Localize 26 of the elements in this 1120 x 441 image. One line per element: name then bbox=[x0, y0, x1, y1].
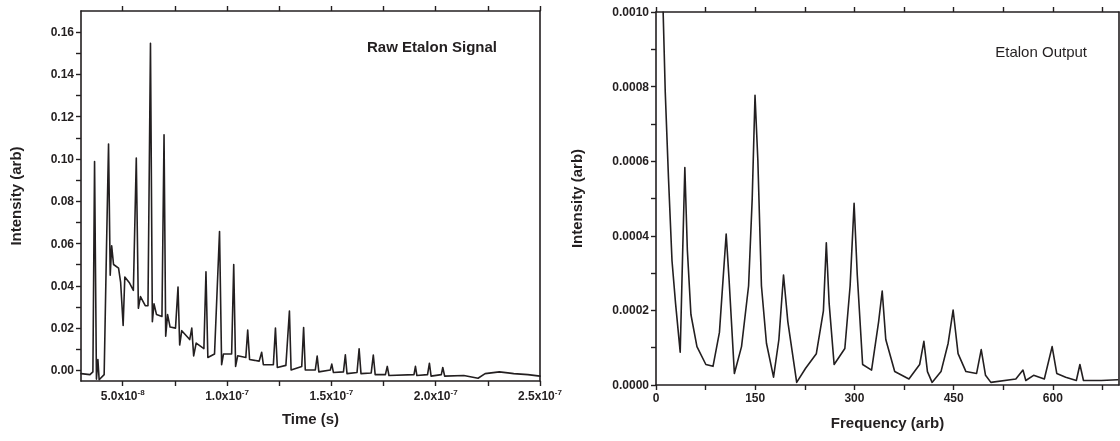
annotation: Etalon Output bbox=[995, 42, 1088, 60]
y-axis-title: Intensity (arb) bbox=[568, 148, 585, 249]
x-tick-label: 450 bbox=[943, 391, 964, 405]
y-tick-label: 0.16 bbox=[50, 25, 75, 40]
x-axis-title: Frequency (arb) bbox=[830, 414, 945, 431]
x-tick-label: 300 bbox=[844, 391, 865, 405]
y-tick-label: 0.10 bbox=[50, 152, 75, 166]
y-axis-title: Intensity (arb) bbox=[7, 146, 24, 246]
y-tick-label: 0.0004 bbox=[612, 228, 650, 243]
y-tick-label: 0.0010 bbox=[612, 5, 650, 19]
y-tick-label: 0.06 bbox=[50, 236, 75, 251]
x-tick-label: 0 bbox=[652, 391, 660, 405]
y-tick-label: 0.0000 bbox=[612, 378, 650, 392]
y-tick-label: 0.08 bbox=[50, 194, 75, 209]
x-axis-title: Time (s) bbox=[281, 410, 340, 427]
y-tick-label: 0.0006 bbox=[612, 154, 650, 169]
y-tick-label: 0.0008 bbox=[612, 79, 650, 94]
x-tick-label: 600 bbox=[1042, 391, 1064, 405]
annotation: Raw Etalon Signal bbox=[366, 37, 497, 55]
y-tick-label: 0.04 bbox=[50, 278, 75, 293]
y-tick-label: 0.14 bbox=[50, 67, 75, 82]
y-tick-label: 0.0002 bbox=[612, 303, 650, 318]
y-tick-label: 0.00 bbox=[50, 363, 75, 378]
y-tick-label: 0.02 bbox=[50, 321, 75, 336]
x-tick-label: 150 bbox=[745, 391, 766, 405]
y-tick-label: 0.12 bbox=[50, 109, 75, 124]
